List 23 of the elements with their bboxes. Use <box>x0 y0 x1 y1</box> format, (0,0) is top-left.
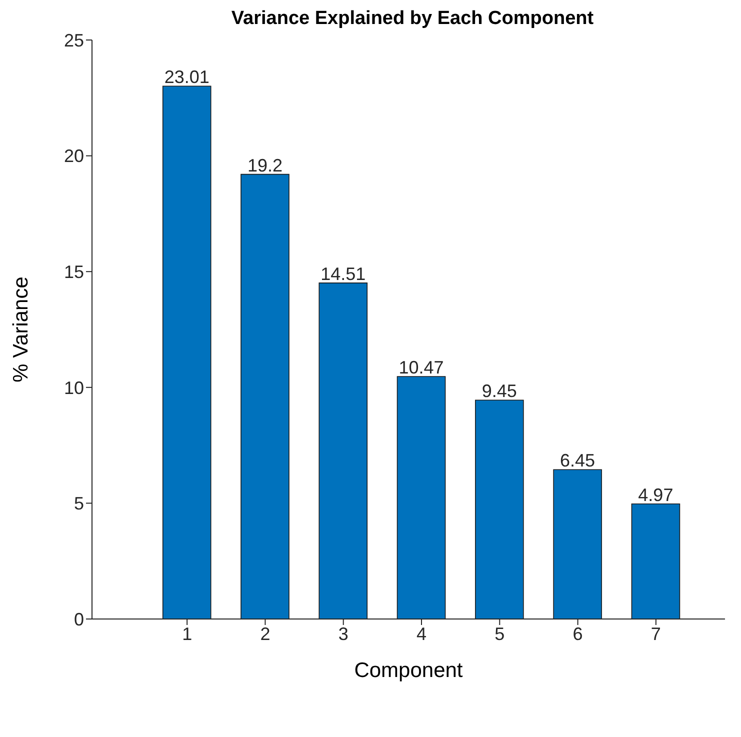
x-tick-label: 5 <box>494 624 505 644</box>
data-label: 14.51 <box>320 264 366 284</box>
chart-title: Variance Explained by Each Component <box>230 8 595 30</box>
data-label: 10.47 <box>398 358 444 378</box>
data-label: 9.45 <box>482 381 517 402</box>
y-tick-label: 25 <box>64 30 84 50</box>
x-tick-label: 3 <box>338 624 348 644</box>
y-axis-title: % Variance <box>9 276 32 382</box>
x-tick-label: 4 <box>416 624 427 644</box>
y-tick-label: 0 <box>74 609 84 630</box>
y-tick-label: 20 <box>64 146 84 166</box>
x-tick-label: 2 <box>260 624 270 644</box>
x-axis-title: Component <box>354 659 463 682</box>
data-label: 4.97 <box>638 484 674 505</box>
x-tick-label: 7 <box>650 624 661 644</box>
data-label: 6.45 <box>560 450 596 471</box>
data-label: 23.01 <box>164 67 210 88</box>
y-tick-label: 5 <box>74 494 84 514</box>
x-tick-label: 6 <box>572 624 583 644</box>
y-tick-label: 10 <box>64 378 84 398</box>
x-tick-label: 1 <box>182 624 192 644</box>
data-label: 19.2 <box>247 155 283 176</box>
y-tick-label: 15 <box>64 262 84 282</box>
